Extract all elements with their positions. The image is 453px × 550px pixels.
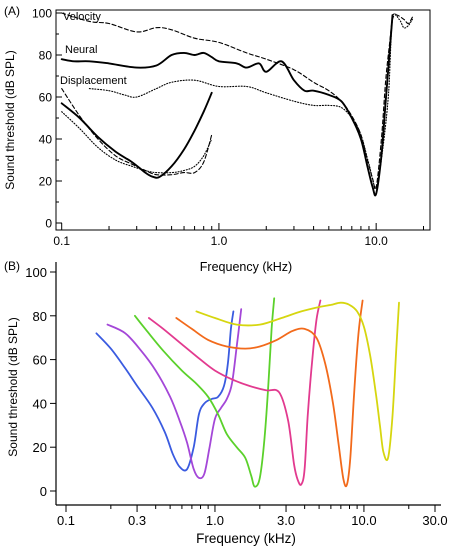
y-tick-label: 60 bbox=[33, 353, 47, 368]
y-tick-label: 0 bbox=[40, 484, 47, 499]
series-b-curve-6 bbox=[195, 301, 400, 462]
y-tick-label: 80 bbox=[33, 309, 47, 324]
panel-a-plot-area bbox=[55, 9, 431, 231]
y-tick-label: 100 bbox=[25, 265, 47, 280]
series-a-velocity-line bbox=[61, 12, 413, 191]
panel-a-ylabel: Sound threshold (dB SPL) bbox=[3, 50, 17, 189]
panel-b: (B) Sound threshold (dB SPL) Frequency (… bbox=[4, 259, 448, 546]
y-tick-label: 0 bbox=[45, 217, 52, 231]
neural-label: Neural bbox=[65, 44, 97, 56]
velocity-label: Velocity bbox=[63, 11, 101, 23]
series-b-curve-1 bbox=[95, 310, 235, 472]
panel-b-axes bbox=[55, 262, 441, 506]
panel-b-label: (B) bbox=[4, 259, 20, 273]
displacement-label: Displacement bbox=[60, 75, 127, 87]
y-tick-label: 80 bbox=[39, 49, 53, 63]
panel-a-series bbox=[60, 12, 413, 197]
panel-b-series bbox=[95, 297, 400, 488]
panel-b-xlabel: Frequency (kHz) bbox=[196, 531, 296, 546]
panel-b-ticks: 0 20 40 60 80 100 0.1 0.3 1.0 3.0 10.0 30.0 bbox=[25, 265, 447, 528]
series-a-tuning-4-line bbox=[61, 88, 213, 176]
series-b-curve-3 bbox=[134, 297, 276, 488]
x-tick-label: 1.0 bbox=[211, 234, 228, 248]
x-tick-label: 10.0 bbox=[364, 234, 388, 248]
y-tick-label: 40 bbox=[39, 133, 53, 147]
x-tick-label: 0.3 bbox=[128, 513, 146, 528]
series-b-curve-4 bbox=[148, 299, 322, 486]
x-tick-label: 1.0 bbox=[206, 513, 224, 528]
x-tick-label: 30.0 bbox=[422, 513, 447, 528]
series-a-tuning-5-line bbox=[61, 111, 213, 174]
y-tick-label: 20 bbox=[33, 440, 47, 455]
series-a-displacement-line bbox=[88, 13, 413, 188]
series-b-curve-5 bbox=[175, 299, 364, 488]
x-tick-label: 0.1 bbox=[57, 513, 75, 528]
y-tick-label: 20 bbox=[39, 175, 53, 189]
panel-b-ylabel: Sound threshold (dB SPL) bbox=[6, 317, 20, 456]
panel-a-xlabel: Frequency (kHz) bbox=[200, 260, 292, 274]
x-tick-label: 0.1 bbox=[53, 234, 70, 248]
series-b-curve-2 bbox=[106, 308, 243, 480]
series-a-tuning-3-line bbox=[60, 91, 213, 179]
panel-a-ticks: 0.1 1.0 10.0 0 20 40 60 80 100 bbox=[32, 7, 424, 248]
panel-a-label: (A) bbox=[4, 4, 20, 18]
x-tick-label: 3.0 bbox=[277, 513, 295, 528]
y-tick-label: 100 bbox=[32, 7, 52, 21]
y-tick-label: 40 bbox=[33, 396, 47, 411]
y-tick-label: 60 bbox=[39, 91, 53, 105]
x-tick-label: 10.0 bbox=[351, 513, 376, 528]
series-a-neural-line bbox=[60, 14, 394, 197]
panel-a: (A) Sound threshold (dB SPL) Frequency (… bbox=[3, 4, 431, 274]
